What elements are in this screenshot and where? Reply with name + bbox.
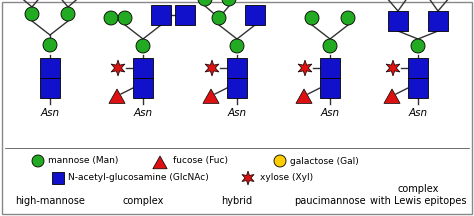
Bar (133, 78, 153, 98)
Text: galactose (Gal): galactose (Gal) (290, 157, 359, 165)
Bar (408, 78, 428, 98)
Circle shape (274, 155, 286, 167)
Circle shape (305, 11, 319, 25)
Polygon shape (242, 171, 254, 185)
Bar (40, 58, 60, 78)
Circle shape (323, 39, 337, 53)
Text: Asn: Asn (40, 108, 60, 118)
Text: hybrid: hybrid (221, 196, 253, 206)
Circle shape (32, 155, 44, 167)
Circle shape (230, 39, 244, 53)
Bar (320, 58, 340, 78)
Text: high-mannose: high-mannose (15, 196, 85, 206)
Bar (245, 5, 265, 25)
Bar (175, 5, 195, 25)
Text: paucimannose: paucimannose (294, 196, 366, 206)
Circle shape (43, 38, 57, 52)
Text: complex: complex (122, 196, 164, 206)
Circle shape (61, 7, 75, 21)
Polygon shape (205, 60, 219, 76)
Text: Asn: Asn (320, 108, 339, 118)
Bar (40, 78, 60, 98)
Bar (408, 58, 428, 78)
Polygon shape (109, 89, 125, 103)
Bar (428, 11, 448, 31)
Circle shape (104, 11, 118, 25)
Bar (227, 78, 247, 98)
Bar (151, 5, 171, 25)
Circle shape (25, 7, 39, 21)
Text: complex
with Lewis epitopes: complex with Lewis epitopes (370, 184, 466, 206)
Text: N-acetyl-glucosamine (GlcNAc): N-acetyl-glucosamine (GlcNAc) (68, 173, 209, 183)
Circle shape (341, 11, 355, 25)
Circle shape (118, 11, 132, 25)
Polygon shape (111, 60, 125, 76)
Circle shape (136, 39, 150, 53)
Bar (133, 58, 153, 78)
Polygon shape (296, 89, 312, 103)
Bar (52, 172, 64, 184)
Text: Asn: Asn (228, 108, 246, 118)
Text: Asn: Asn (134, 108, 153, 118)
Text: mannose (Man): mannose (Man) (48, 157, 118, 165)
Circle shape (222, 0, 236, 6)
Circle shape (212, 11, 226, 25)
Bar (320, 78, 340, 98)
Polygon shape (203, 89, 219, 103)
Circle shape (411, 39, 425, 53)
Polygon shape (298, 60, 312, 76)
Text: Asn: Asn (409, 108, 428, 118)
Polygon shape (384, 89, 400, 103)
Circle shape (198, 0, 212, 6)
Polygon shape (153, 156, 167, 169)
Polygon shape (386, 60, 400, 76)
Bar (227, 58, 247, 78)
Bar (388, 11, 408, 31)
Text: xylose (Xyl): xylose (Xyl) (260, 173, 313, 183)
Text: fucose (Fuc): fucose (Fuc) (173, 157, 228, 165)
